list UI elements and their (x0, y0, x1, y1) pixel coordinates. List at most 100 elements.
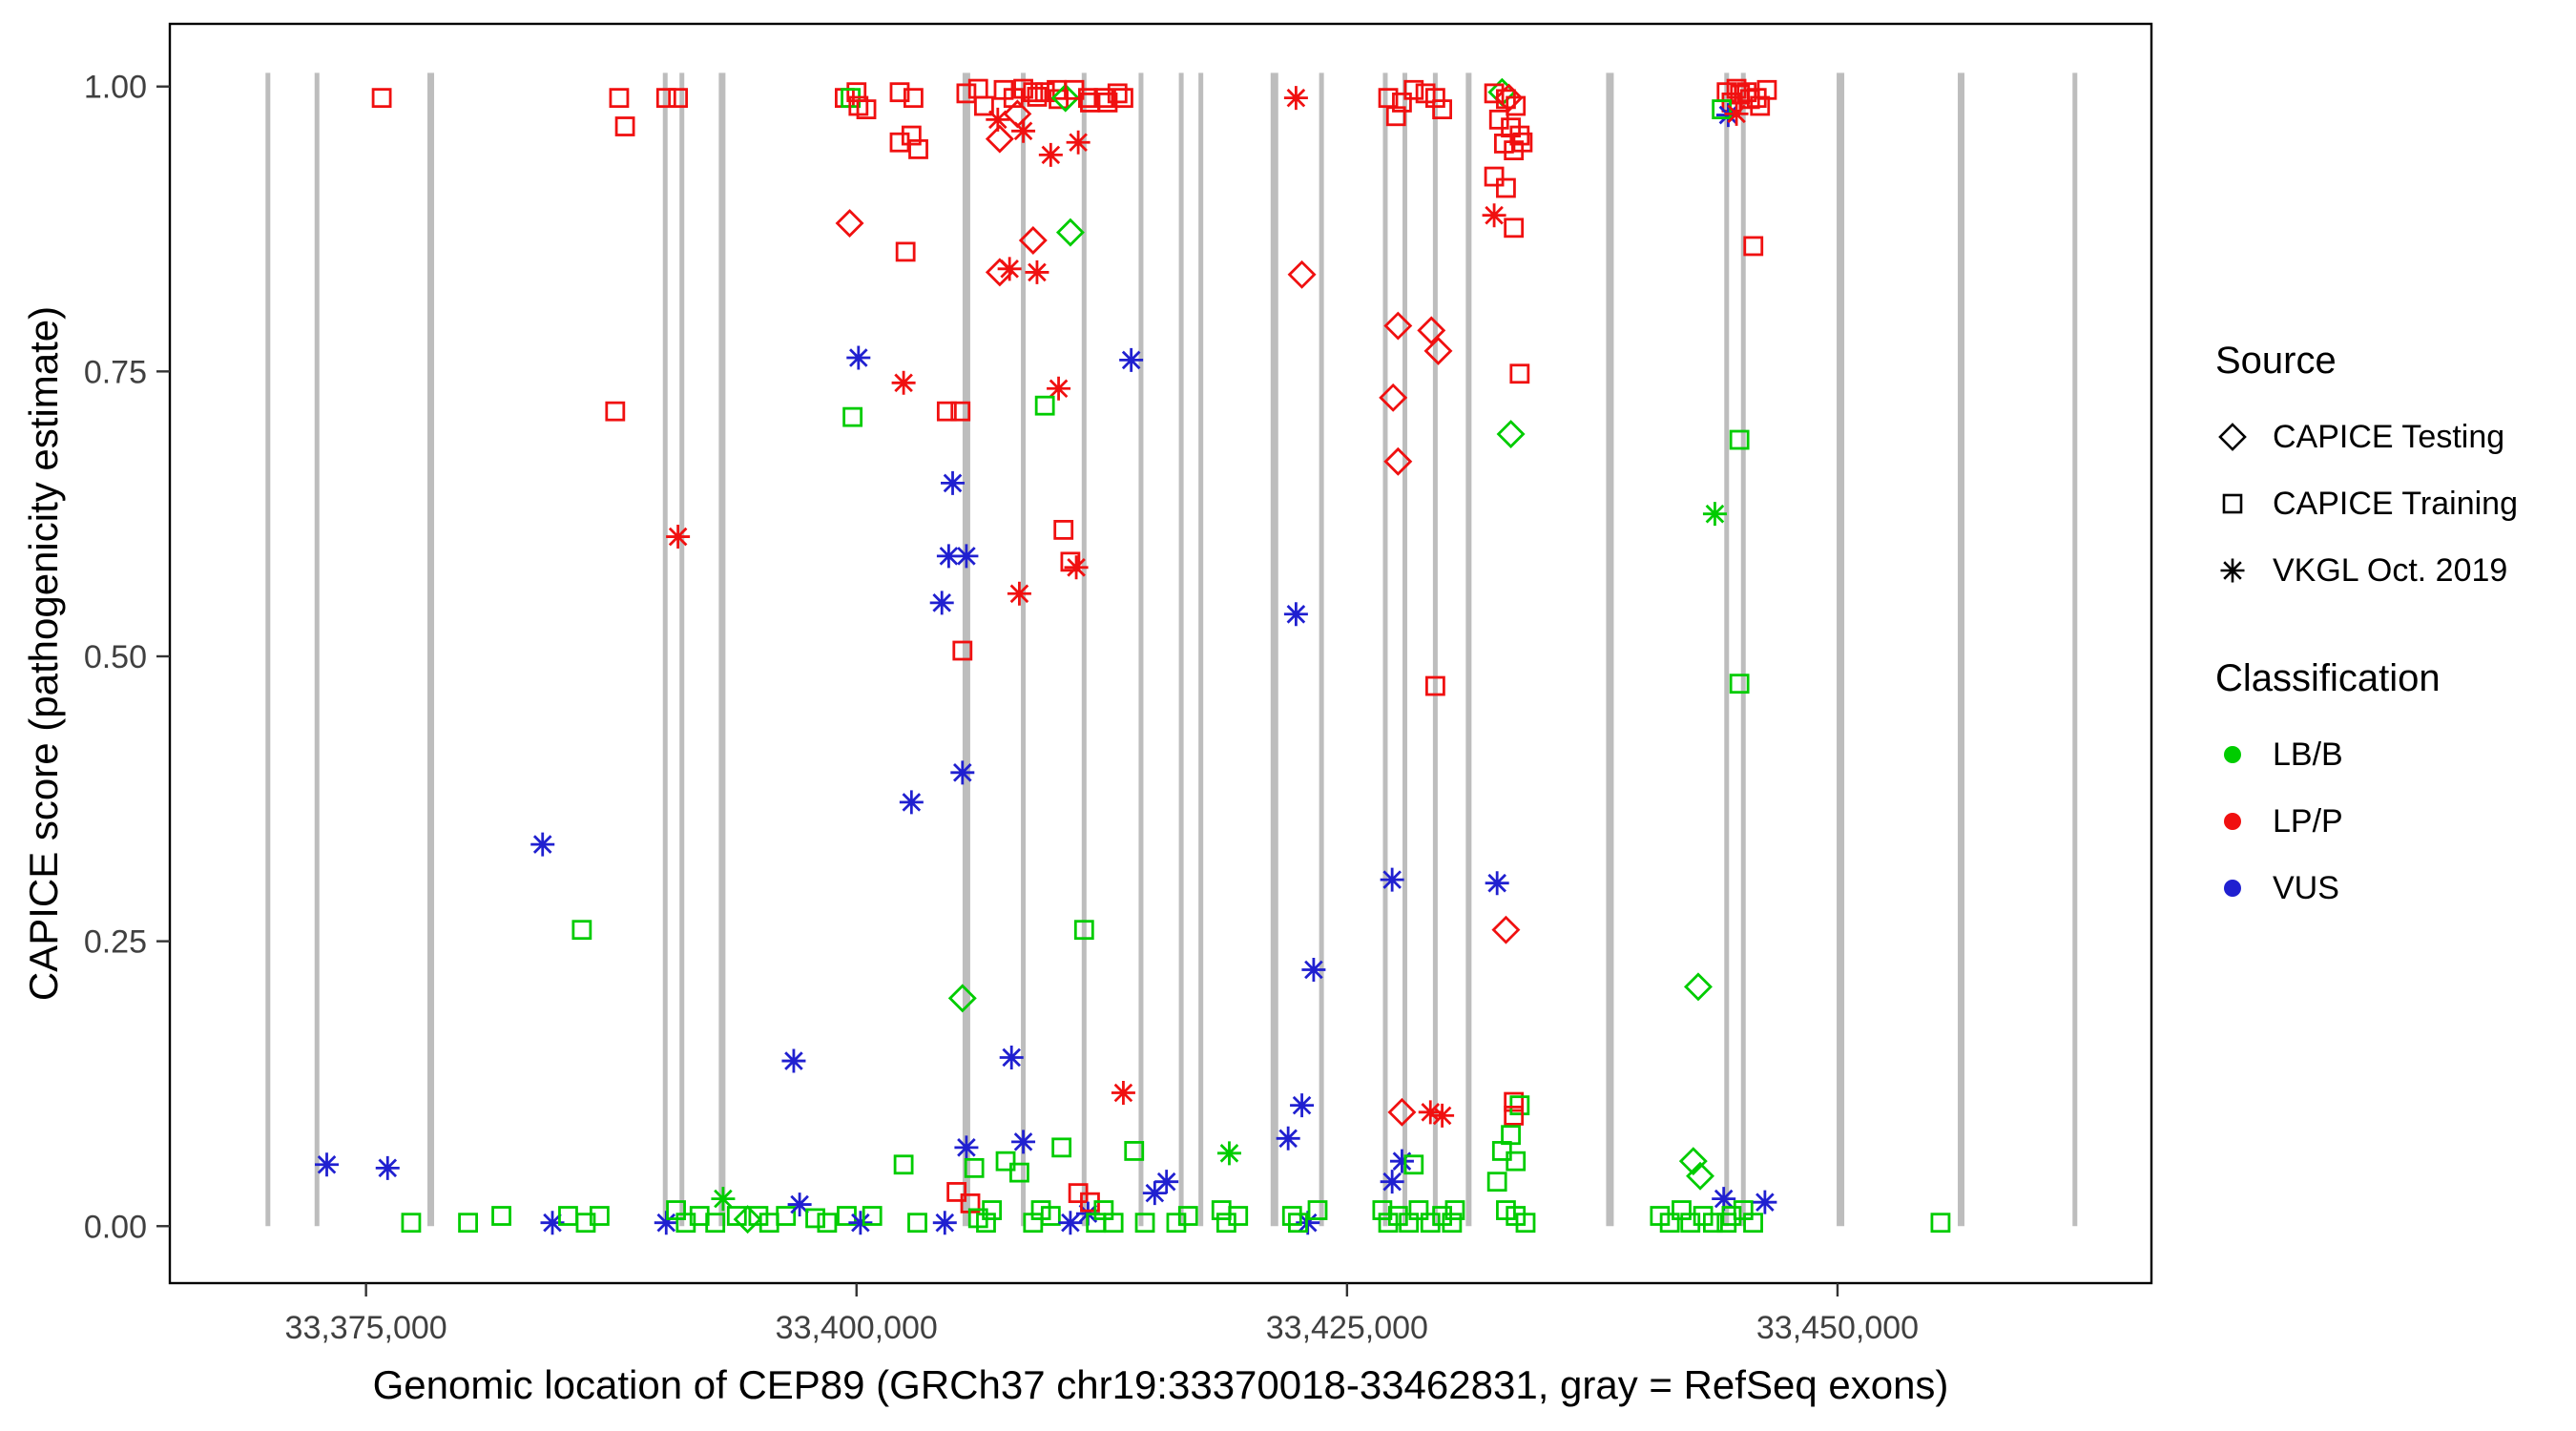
data-point-square (1743, 236, 1764, 257)
data-point-diamond (1417, 316, 1446, 345)
data-point-square (1023, 82, 1044, 103)
data-point-square (1211, 1200, 1232, 1220)
data-point-square (1432, 99, 1452, 119)
legend-source-title: Source (2215, 340, 2337, 382)
data-point-square (371, 88, 392, 109)
data-point-square (1408, 1200, 1429, 1220)
data-point-square (605, 401, 626, 422)
data-point-diamond (733, 1205, 762, 1234)
data-point-square (1750, 95, 1771, 116)
data-point-asterisk (1301, 957, 1326, 982)
data-point-diamond (1686, 1161, 1714, 1191)
data-point-asterisk (1007, 581, 1031, 606)
data-point-square (1729, 429, 1750, 450)
data-point-asterisk (846, 345, 871, 370)
data-point-square (907, 1213, 927, 1234)
data-point-asterisk (1753, 1190, 1777, 1214)
legend-item-label: VKGL Oct. 2019 (2273, 551, 2508, 589)
asterisk-icon (2220, 558, 2245, 583)
data-point-square (776, 1206, 797, 1226)
data-point-square (689, 1206, 710, 1226)
data-point-asterisk (1702, 502, 1727, 527)
data-point-square (1073, 920, 1094, 941)
data-point-asterisk (375, 1155, 400, 1180)
data-point-square (1124, 1141, 1145, 1161)
data-point-square (889, 132, 910, 153)
data-point-square (1509, 1095, 1530, 1116)
data-point-asterisk (954, 544, 979, 569)
data-point-square (950, 401, 971, 422)
x-tick-label: 33,425,000 (1266, 1310, 1428, 1346)
legend-item-label: LP/P (2273, 802, 2343, 840)
data-point-square (758, 1213, 779, 1234)
data-point-asterisk (1142, 1181, 1167, 1206)
data-point-square (893, 1154, 914, 1175)
data-point-square (1512, 132, 1533, 153)
data-point-square (571, 920, 592, 941)
data-point-square (862, 1206, 883, 1226)
data-point-asterisk (666, 525, 691, 550)
data-point-square (901, 125, 922, 146)
data-point-square (726, 1206, 747, 1226)
data-point-asterisk (1724, 101, 1749, 126)
data-point-square (1484, 83, 1505, 104)
data-point-asterisk (711, 1187, 736, 1212)
data-point-square (1387, 1206, 1408, 1226)
data-point-asterisk (1418, 1100, 1443, 1125)
data-point-diamond (1018, 225, 1048, 255)
data-point-square (1504, 1091, 1525, 1112)
square-icon (2222, 493, 2243, 514)
legend-item-label: VUS (2273, 869, 2339, 906)
data-point-asterisk (1025, 259, 1049, 284)
data-point-square (1702, 1213, 1723, 1234)
data-point-diamond (835, 209, 864, 238)
data-point-diamond (1683, 972, 1713, 1002)
data-point-diamond (985, 124, 1014, 154)
data-point-square (908, 139, 928, 159)
y-tick-label: 0.00 (84, 1209, 147, 1245)
data-point-asterisk (315, 1152, 340, 1177)
data-point-square (1930, 1213, 1951, 1234)
data-point-asterisk (1011, 1130, 1036, 1154)
data-point-asterisk (1111, 1081, 1135, 1106)
data-point-square (1680, 1213, 1701, 1234)
data-point-square (401, 1213, 422, 1234)
diamond-icon (2218, 423, 2247, 451)
data-point-square (1281, 1206, 1302, 1226)
data-point-square (1726, 78, 1747, 99)
panel-border (168, 22, 2153, 1285)
data-point-diamond (1055, 218, 1085, 247)
data-point-square (1385, 106, 1406, 127)
data-point-asterisk (1482, 203, 1506, 228)
data-point-square (575, 1213, 596, 1234)
legend-item-capice-training: CAPICE Training (2215, 484, 2518, 524)
data-point-square (668, 88, 689, 109)
data-point-asterisk (954, 1135, 979, 1160)
data-point-square (1107, 83, 1128, 104)
data-point-asterisk (986, 107, 1010, 132)
data-point-diamond (1379, 383, 1408, 412)
data-point-asterisk (932, 1211, 957, 1235)
data-point-square (895, 241, 916, 262)
data-point-square (655, 88, 676, 109)
data-point-asterisk (891, 370, 916, 395)
legend-item-capice-testing: CAPICE Testing (2215, 417, 2518, 457)
data-point-asterisk (1389, 1149, 1414, 1173)
legend-item-vkgl: VKGL Oct. 2019 (2215, 550, 2518, 591)
data-point-square (1506, 95, 1527, 116)
legend-item-label: CAPICE Testing (2273, 418, 2505, 455)
data-point-asterisk (1485, 871, 1509, 896)
data-point-square (1403, 79, 1424, 100)
data-point-asterisk (781, 1048, 806, 1073)
data-point-diamond (947, 984, 977, 1013)
data-point-square (1509, 363, 1530, 384)
data-point-square (1729, 674, 1750, 695)
data-point-square (1425, 675, 1445, 696)
data-point-asterisk (1216, 1141, 1241, 1166)
data-point-square (982, 1200, 1003, 1220)
data-point-square (1034, 82, 1055, 103)
data-point-asterisk (1066, 130, 1091, 155)
data-point-diamond (1050, 83, 1080, 113)
